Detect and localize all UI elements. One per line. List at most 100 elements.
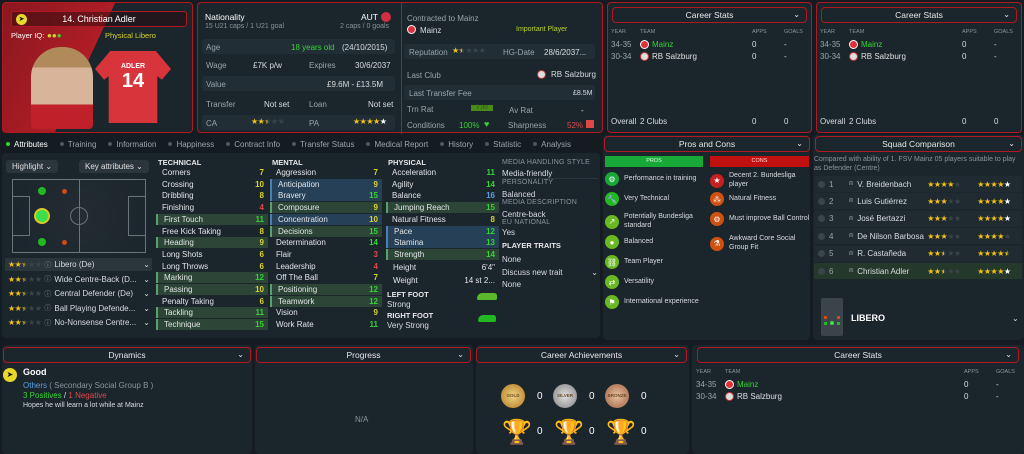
- pro-item: ⛓ Team Player: [605, 255, 705, 269]
- role-name: Libero (De): [54, 260, 95, 269]
- radio-icon[interactable]: [818, 215, 825, 223]
- team-link[interactable]: RB Salzburg: [640, 52, 697, 61]
- squad-row[interactable]: 5 ⍝ R. Castañeda ★★★★★ ★★★★★: [814, 245, 1022, 262]
- attribute-row: Leadership 4: [270, 261, 382, 272]
- tab-dot-icon: [59, 142, 64, 146]
- attribute-row: Pace 12: [386, 225, 499, 237]
- goals: -: [994, 40, 997, 49]
- radio-icon[interactable]: [818, 180, 825, 188]
- radio-icon[interactable]: [818, 232, 825, 240]
- media-column: MEDIA HANDLING STYLE Media-friendly PERS…: [502, 159, 598, 289]
- squad-rank: 4: [829, 231, 834, 241]
- tab-medical-report[interactable]: Medical Report: [366, 138, 428, 150]
- dynamics-status: Good: [23, 367, 47, 377]
- media-description-label: MEDIA DESCRIPTION: [502, 199, 577, 206]
- role-row[interactable]: ★★★★★ ⓘ Libero (De) ⌄: [5, 258, 152, 271]
- squad-comparison-header[interactable]: Squad Comparison ⌄: [815, 136, 1022, 152]
- squad-row[interactable]: 3 ⍝ José Bertazzi ★★★★★ ★★★★★: [814, 210, 1022, 227]
- tab-history[interactable]: History: [440, 138, 473, 150]
- heart-icon: ♥: [484, 119, 490, 129]
- career-stats-header[interactable]: Career Stats ⌄: [697, 347, 1019, 363]
- tab-attributes[interactable]: Attributes: [6, 138, 48, 150]
- eu-national-value: Yes: [502, 228, 516, 237]
- role-row[interactable]: ★★★★★ ⓘ Ball Playing Defende... ⌄: [5, 302, 152, 315]
- achievements-header[interactable]: Career Achievements ⌄: [476, 347, 687, 363]
- team-name: Mainz: [861, 40, 883, 49]
- team-link[interactable]: Mainz: [640, 40, 673, 50]
- progress-header[interactable]: Progress ⌄: [256, 347, 471, 363]
- apps: 0: [962, 51, 967, 61]
- tab-training[interactable]: Training: [59, 138, 96, 150]
- pro-label: Potentially Bundesliga standard: [624, 213, 693, 229]
- team-link[interactable]: Mainz: [725, 380, 758, 390]
- key-attributes-dropdown[interactable]: Key attributes ⌄: [79, 160, 149, 173]
- last-club-crest-icon: [537, 70, 549, 80]
- value-range: £9.6M - £13.5M: [327, 80, 384, 89]
- role-row[interactable]: ★★★★★ ⓘ No-Nonsense Centre... ⌄: [5, 316, 152, 329]
- squad-row[interactable]: 1 ⍝ V. Breidenbach ★★★★★ ★★★★★: [814, 176, 1022, 192]
- reputation-label: Reputation: [409, 48, 448, 57]
- attribute-name: Crossing: [162, 179, 194, 189]
- overall-goals: 0: [994, 117, 999, 126]
- fee-label: Last Transfer Fee: [409, 89, 472, 98]
- medal-count: 0: [589, 391, 595, 402]
- squad-row[interactable]: 2 ⍝ Luis Gutiérrez ★★★★★ ★★★★★: [814, 193, 1022, 210]
- role-row[interactable]: ★★★★★ ⓘ Central Defender (De) ⌄: [5, 287, 152, 300]
- tab-happiness[interactable]: Happiness: [168, 138, 214, 150]
- radio-icon[interactable]: [818, 197, 825, 205]
- role-dropdown-chevron-icon[interactable]: ⌄: [1012, 314, 1019, 323]
- attribute-row: Balance 16: [386, 190, 499, 201]
- social-group-name[interactable]: Others: [23, 381, 48, 390]
- right-foot-value: Very Strong: [387, 321, 429, 330]
- team-name: RB Salzburg: [861, 51, 906, 61]
- discuss-trait-dropdown[interactable]: Discuss new trait ⌄: [502, 268, 598, 277]
- overall-apps: 0: [752, 117, 757, 126]
- con-label: Natural Fitness: [729, 194, 777, 202]
- tab-contract-info[interactable]: Contract Info: [226, 138, 280, 150]
- squad-row[interactable]: 6 ⍝ Christian Adler ★★★★★ ★★★★★: [814, 263, 1022, 279]
- last-club-link[interactable]: RB Salzburg: [551, 70, 596, 79]
- pro-icon: ●: [605, 235, 619, 249]
- career-stats-header[interactable]: Career Stats ⌄: [612, 7, 807, 23]
- team-link[interactable]: RB Salzburg: [725, 392, 782, 401]
- radio-icon[interactable]: [818, 267, 825, 275]
- team-link[interactable]: Mainz: [849, 40, 883, 50]
- tab-analysis[interactable]: Analysis: [533, 138, 571, 150]
- squad-rank: 3: [829, 214, 834, 224]
- column-header: GOALS: [784, 29, 803, 35]
- club-link[interactable]: Mainz: [420, 26, 442, 35]
- attribute-row: Teamwork 12: [270, 295, 382, 307]
- dynamics-header[interactable]: Dynamics ⌄: [3, 347, 251, 363]
- personality-label: PERSONALITY: [502, 179, 554, 186]
- radio-icon[interactable]: [818, 250, 825, 258]
- squad-row[interactable]: 4 ⍝ De Nilson Barbosa ★★★★★ ★★★★★: [814, 228, 1022, 245]
- player-icon: ⍝: [849, 197, 854, 205]
- tab-label: Analysis: [541, 139, 571, 149]
- career-stats-header[interactable]: Career Stats ⌄: [821, 7, 1017, 23]
- tab-statistic[interactable]: Statistic: [485, 138, 521, 150]
- attribute-value: 12: [369, 285, 378, 294]
- hg-date-label: HG-Date: [503, 48, 535, 57]
- attribute-row: Positioning 12: [270, 284, 382, 295]
- highlight-dropdown[interactable]: Highlight ⌄: [6, 160, 59, 173]
- tab-transfer-status[interactable]: Transfer Status: [292, 138, 354, 150]
- attribute-value: 16: [486, 191, 495, 201]
- team-link[interactable]: RB Salzburg: [849, 52, 906, 61]
- attribute-value: 8: [490, 214, 495, 224]
- cons-header: CONS: [710, 156, 809, 167]
- role-stars: ★★★★★: [8, 318, 42, 327]
- tab-information[interactable]: Information: [108, 138, 156, 150]
- column-header: TEAM: [849, 29, 865, 35]
- tab-label: Attributes: [14, 139, 48, 149]
- formation-dot: [824, 316, 827, 319]
- highlight-label: Highlight: [12, 162, 44, 171]
- attribute-name: Dribbling: [162, 191, 194, 201]
- pros-cons-header[interactable]: Pros and Cons ⌄: [604, 136, 810, 152]
- attribute-value: 9: [373, 308, 378, 318]
- chevron-down-icon: ⌄: [1008, 139, 1015, 148]
- age-value: 18 years old: [291, 43, 335, 52]
- attribute-name: Agility: [392, 179, 414, 189]
- role-row[interactable]: ★★★★★ ⓘ Wide Centre-Back (D... ⌄: [5, 273, 152, 286]
- chevron-down-icon: ⌄: [1005, 350, 1012, 359]
- conditions-label: Conditions: [407, 121, 445, 130]
